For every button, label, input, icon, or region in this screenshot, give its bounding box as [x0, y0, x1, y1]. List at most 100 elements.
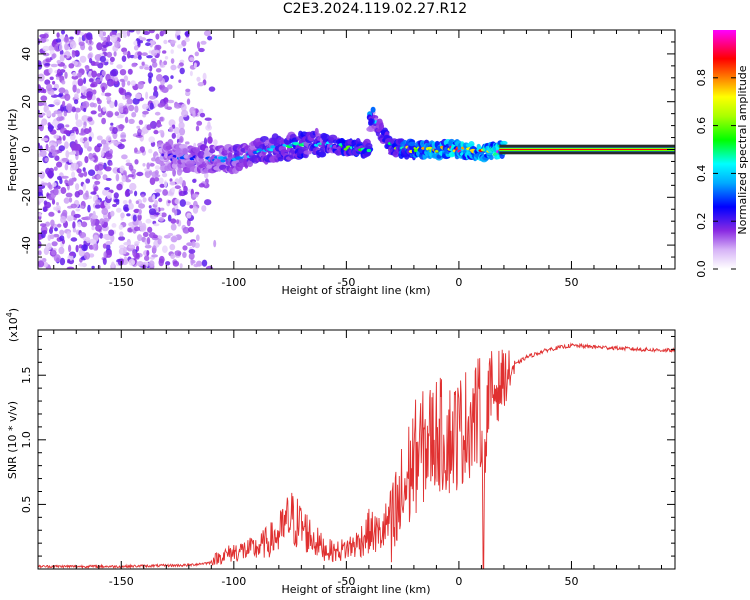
heatmap-cell — [182, 245, 188, 251]
heatmap-cell — [109, 61, 114, 65]
heatmap-cell — [141, 52, 148, 56]
heatmap-cell — [162, 245, 168, 253]
heatmap-cell — [188, 226, 195, 233]
heatmap-cell — [170, 64, 177, 71]
heatmap-cell — [70, 142, 78, 151]
heatmap-cell — [105, 136, 112, 141]
heatmap-cell — [163, 180, 168, 188]
heatmap-cell — [176, 167, 182, 176]
spectrogram-y-axis-label: Frequency (Hz) — [6, 109, 19, 192]
y-tick-label: 20 — [20, 95, 33, 109]
heatmap-cell — [203, 137, 208, 146]
spectrogram-heatmap — [38, 30, 675, 269]
heatmap-cell — [196, 76, 201, 82]
heatmap-cell — [57, 223, 62, 228]
heatmap-cell — [106, 110, 114, 118]
heatmap-cell — [154, 212, 160, 216]
heatmap-cell — [63, 110, 68, 117]
heatmap-cell — [149, 162, 155, 167]
x-tick-label: 50 — [564, 575, 578, 588]
heatmap-cell — [50, 63, 58, 68]
heatmap-cell — [178, 121, 185, 130]
heatmap-cell — [105, 41, 113, 47]
heatmap-cell — [42, 230, 48, 235]
heatmap-cell — [79, 32, 85, 36]
heatmap-cell — [68, 252, 76, 257]
heatmap-cell — [51, 241, 58, 247]
heatmap-cell — [81, 86, 87, 90]
heatmap-cell — [114, 40, 121, 49]
heatmap-cell — [167, 200, 171, 204]
heatmap-cell — [38, 250, 42, 256]
heatmap-cell — [62, 209, 68, 217]
heatmap-cell — [92, 89, 97, 95]
heatmap-cell — [57, 210, 61, 214]
heatmap-cell — [149, 177, 156, 186]
heatmap-cell — [124, 189, 130, 197]
heatmap-cell — [85, 190, 89, 198]
heatmap-cell — [128, 244, 135, 249]
heatmap-cell — [156, 141, 163, 149]
heatmap-cell — [182, 226, 190, 234]
heatmap-cell — [192, 206, 199, 214]
heatmap-cell — [155, 68, 162, 73]
heatmap-cell — [91, 265, 95, 269]
heatmap-cell — [183, 185, 188, 193]
colorbar: 0.0 0.2 0.4 0.6 0.8 Normalized spectral ampl… — [695, 30, 749, 278]
heatmap-cell — [188, 252, 195, 260]
heatmap-cell — [189, 70, 193, 77]
heatmap-cell — [194, 51, 199, 57]
heatmap-cell — [167, 214, 172, 222]
heatmap-cell — [111, 261, 115, 268]
heatmap-cell — [154, 44, 160, 52]
heatmap-cell — [72, 227, 77, 233]
heatmap-cell — [128, 118, 135, 124]
heatmap-cell — [39, 149, 47, 157]
heatmap-cell — [328, 134, 338, 141]
heatmap-cell — [157, 238, 162, 245]
heatmap-cell — [110, 122, 114, 126]
heatmap-cell — [203, 30, 212, 37]
heatmap-cell — [97, 62, 104, 69]
heatmap-cell — [154, 177, 160, 182]
heatmap-cell — [51, 249, 56, 256]
heatmap-cell — [51, 198, 56, 205]
heatmap-cell — [57, 176, 62, 181]
heatmap-cell — [179, 136, 184, 143]
heatmap-cell — [91, 214, 98, 220]
heatmap-cell — [85, 178, 91, 184]
heatmap-cell — [100, 200, 105, 209]
heatmap-cell — [109, 162, 113, 166]
heatmap-cell — [148, 148, 153, 154]
heatmap-cell — [178, 115, 184, 124]
heatmap-cell — [154, 188, 162, 193]
heatmap-cell — [104, 187, 110, 191]
heatmap-cell — [220, 159, 226, 163]
heatmap-cell — [137, 129, 143, 133]
heatmap-cell — [84, 156, 89, 164]
heatmap-cell — [38, 112, 46, 117]
heatmap-cell — [184, 31, 190, 37]
chart-title: C2E3.2024.119.02.27.R12 — [282, 1, 468, 17]
heatmap-cell — [159, 183, 165, 188]
heatmap-cell — [184, 37, 190, 42]
heatmap-cell — [38, 60, 42, 66]
heatmap-cell — [120, 138, 127, 142]
heatmap-cell — [171, 207, 176, 213]
heatmap-cell — [98, 30, 105, 38]
heatmap-cell — [185, 88, 191, 93]
heatmap-cell — [147, 226, 153, 233]
heatmap-cell — [137, 81, 144, 90]
heatmap-cell — [72, 72, 77, 77]
heatmap-cell — [71, 51, 76, 58]
heatmap-cell — [53, 254, 61, 263]
heatmap-cell — [134, 241, 141, 244]
heatmap-cell — [129, 190, 133, 194]
heatmap-cell — [102, 217, 110, 223]
heatmap-cell — [137, 213, 142, 221]
heatmap-cell — [55, 38, 62, 43]
heatmap-cell — [199, 108, 204, 114]
heatmap-cell — [56, 202, 59, 206]
heatmap-cell — [109, 56, 115, 63]
heatmap-cell — [138, 209, 142, 215]
